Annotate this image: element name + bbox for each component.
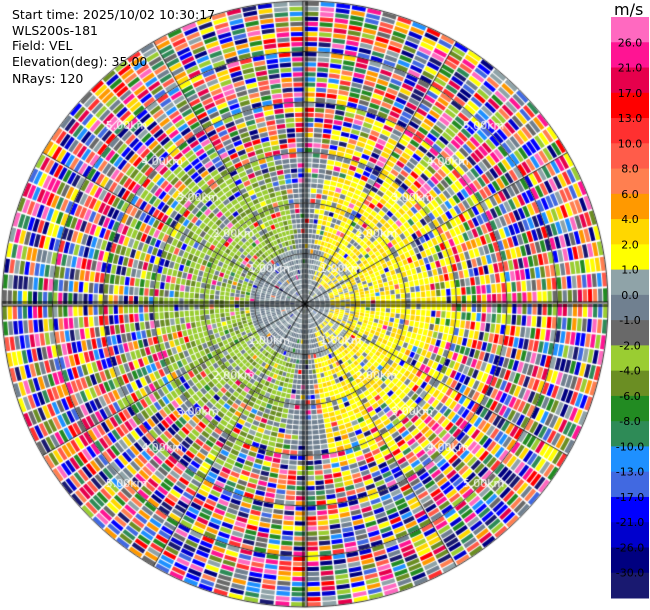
instrument-label: WLS200s-181 xyxy=(12,23,98,38)
nrays-label: NRays: 120 xyxy=(12,71,84,86)
elevation-label: Elevation(deg): 35.00 xyxy=(12,54,148,69)
start-time-label: Start time: 2025/10/02 10:30:17 xyxy=(12,7,216,22)
colorbar-unit-label: m/s xyxy=(614,0,644,19)
field-label: Field: VEL xyxy=(12,38,73,53)
